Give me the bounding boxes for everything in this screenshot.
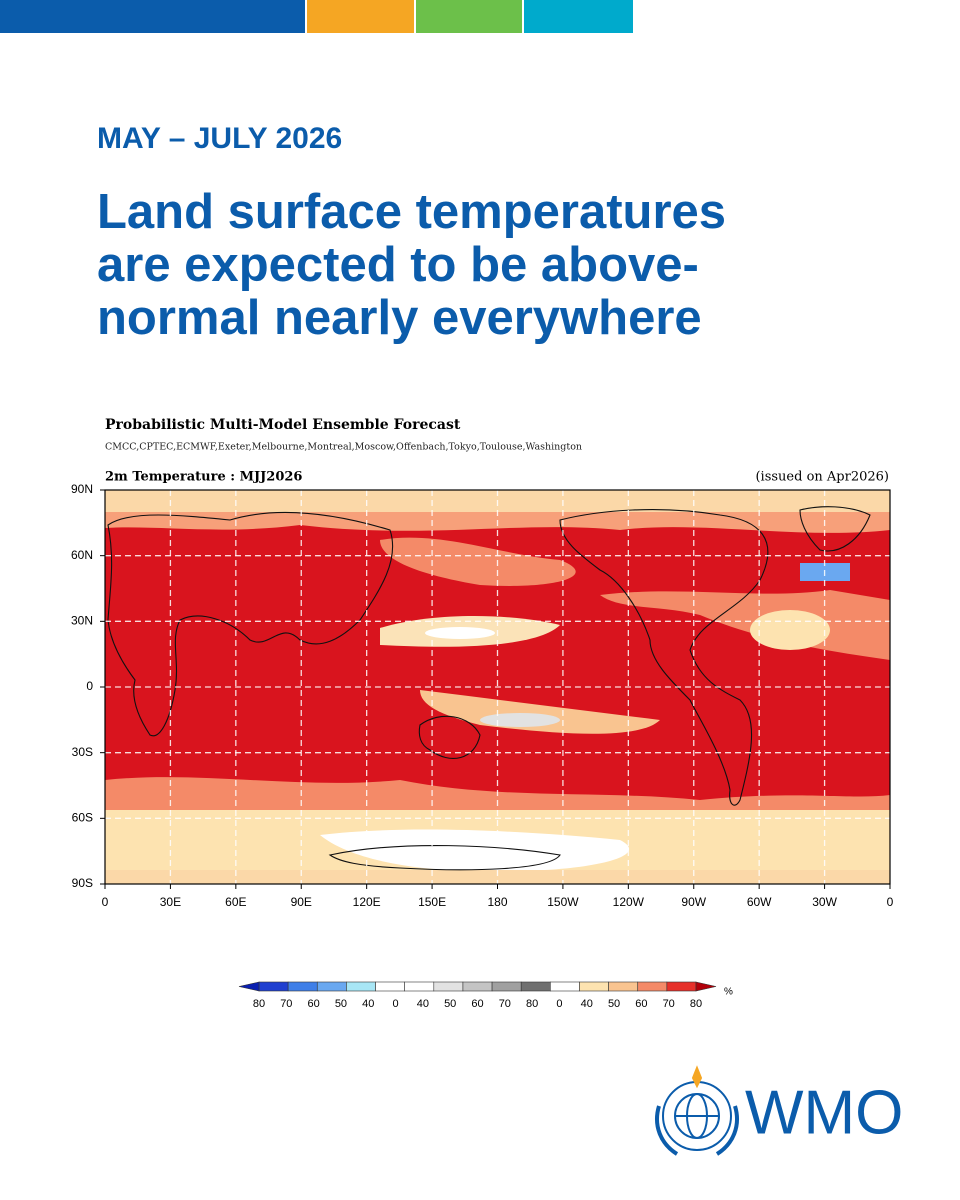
colorbar-label: 60 bbox=[635, 998, 647, 1010]
colorbar-label: 40 bbox=[581, 998, 593, 1010]
colorbar-label: 70 bbox=[663, 998, 675, 1010]
lon-label: 90E bbox=[291, 895, 312, 909]
headline-line: Land surface temperatures bbox=[97, 185, 727, 239]
colorbar-swatch bbox=[520, 981, 551, 992]
colorbar-label: 0 bbox=[393, 998, 399, 1010]
colorbar-label: 50 bbox=[608, 998, 620, 1010]
colorbar-label: 50 bbox=[335, 998, 347, 1010]
colorbar-swatch bbox=[404, 981, 435, 992]
map-variable: 2m Temperature : MJJ2026 bbox=[105, 470, 302, 485]
lat-label: 30N bbox=[71, 614, 93, 628]
colorbar-swatch bbox=[258, 981, 289, 992]
map-grid bbox=[105, 490, 890, 884]
period: MAY – JULY 2026 bbox=[97, 122, 343, 155]
colorbar-swatch bbox=[433, 981, 464, 992]
lon-label: 150W bbox=[547, 895, 579, 909]
colorbar: 80 70 60 50 40 0 40 50 60 70 80 0 40 50 60 70 80% bbox=[238, 981, 733, 1010]
colorbar-high bbox=[695, 981, 717, 992]
lon-label: 60E bbox=[225, 895, 246, 909]
lon-label: 120E bbox=[353, 895, 381, 909]
colorbar-label: 80 bbox=[253, 998, 265, 1010]
colorbar-label: 70 bbox=[499, 998, 511, 1010]
map-title: Probabilistic Multi-Model Ensemble Forec… bbox=[105, 417, 461, 433]
lon-label: 180 bbox=[487, 895, 507, 909]
headline-line: are expected to be above- bbox=[97, 238, 699, 292]
colorbar-label: 80 bbox=[690, 998, 702, 1010]
colorbar-label: 60 bbox=[471, 998, 483, 1010]
lat-label: 0 bbox=[86, 679, 93, 693]
colorbar-label: 80 bbox=[526, 998, 538, 1010]
colorbar-label: 40 bbox=[417, 998, 429, 1010]
colorbar-swatch bbox=[550, 981, 580, 992]
lon-label: 0 bbox=[102, 895, 109, 909]
map-models: CMCC,CPTEC,ECMWF,Exeter,Melbourne,Montre… bbox=[105, 442, 582, 453]
colorbar-swatch bbox=[462, 981, 493, 992]
colorbar-low bbox=[238, 981, 260, 992]
colorbar-swatch bbox=[637, 981, 668, 992]
colorbar-label: 40 bbox=[362, 998, 374, 1010]
lon-label: 60W bbox=[747, 895, 772, 909]
logo-emblem bbox=[655, 1065, 739, 1156]
stripe bbox=[416, 0, 522, 33]
headline-line: normal nearly everywhere bbox=[97, 291, 702, 345]
colorbar-swatch bbox=[608, 981, 639, 992]
colorbar-label: 60 bbox=[308, 998, 320, 1010]
colorbar-swatch bbox=[666, 981, 697, 992]
stripe bbox=[307, 0, 414, 33]
lat-label: 60S bbox=[72, 811, 93, 825]
colorbar-swatch bbox=[375, 981, 405, 992]
headline: Land surface temperatures are expected t… bbox=[97, 186, 726, 345]
colorbar-label: 50 bbox=[444, 998, 456, 1010]
lat-label: 90S bbox=[72, 876, 93, 890]
colorbar-label: 0 bbox=[556, 998, 562, 1010]
lat-label: 60N bbox=[71, 548, 93, 562]
lon-label: 120W bbox=[613, 895, 645, 909]
stripe bbox=[0, 0, 305, 33]
lon-label: 90W bbox=[681, 895, 706, 909]
colorbar-swatch bbox=[579, 981, 609, 992]
lon-label: 30W bbox=[812, 895, 837, 909]
colorbar-unit: % bbox=[724, 987, 733, 998]
colorbar-swatch bbox=[346, 981, 376, 992]
colorbar-swatch bbox=[287, 981, 318, 992]
lon-label: 0 bbox=[887, 895, 894, 909]
lon-label: 30E bbox=[160, 895, 181, 909]
colorbar-swatch bbox=[491, 981, 522, 992]
stripe bbox=[524, 0, 633, 33]
logo-text: WMO bbox=[745, 1078, 903, 1147]
lat-label: 30S bbox=[72, 745, 93, 759]
lon-label: 150E bbox=[418, 895, 446, 909]
lat-label: 90N bbox=[71, 482, 93, 496]
colorbar-swatch bbox=[316, 981, 347, 992]
map-issued: (issued on Apr2026) bbox=[755, 470, 889, 485]
colorbar-label: 70 bbox=[280, 998, 292, 1010]
